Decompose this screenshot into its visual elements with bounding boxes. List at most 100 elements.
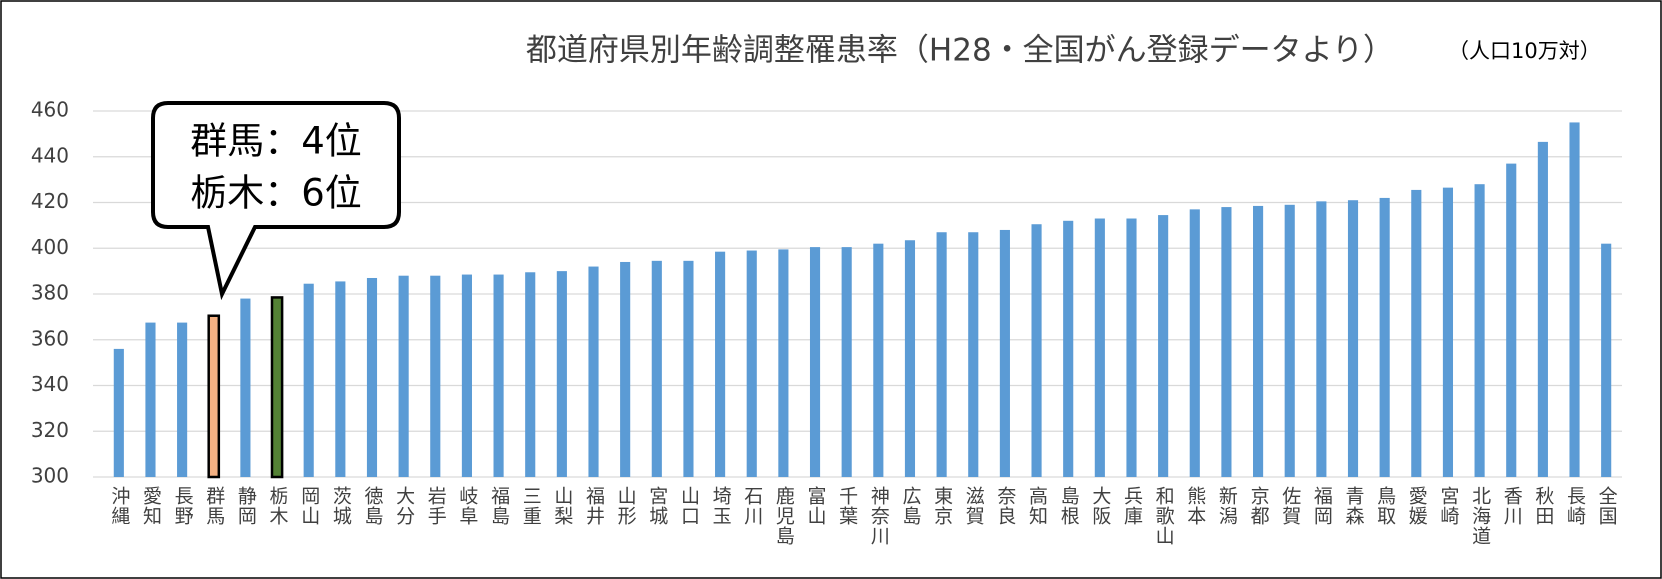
x-tick-label: 富山 <box>805 486 827 526</box>
x-tick-label: 山梨 <box>551 486 573 526</box>
bar <box>1284 204 1295 477</box>
bar <box>1063 220 1074 478</box>
x-tick-label: 佐賀 <box>1279 486 1301 526</box>
y-tick-label: 320 <box>31 418 69 442</box>
y-tick-label: 380 <box>31 281 69 305</box>
x-tick-label: 鳥取 <box>1374 486 1396 526</box>
x-tick-label: 長崎 <box>1564 486 1586 526</box>
bar <box>1537 141 1548 477</box>
x-tick-label: 東京 <box>931 486 953 526</box>
bar <box>1411 189 1422 477</box>
bar <box>1126 218 1137 477</box>
x-tick-label: 群馬 <box>203 486 225 526</box>
x-tick-label: 茨城 <box>330 486 352 526</box>
y-tick-label: 340 <box>31 372 69 396</box>
y-tick-label: 360 <box>31 326 69 350</box>
x-tick-label: 鹿児島 <box>773 486 795 546</box>
bar <box>715 251 726 477</box>
x-tick-label: 兵庫 <box>1121 486 1143 526</box>
y-tick-label: 420 <box>31 189 69 213</box>
x-tick-label: 岐阜 <box>456 486 478 526</box>
bar <box>746 250 757 477</box>
x-tick-label: 滋賀 <box>963 486 985 526</box>
bar <box>1569 122 1580 477</box>
x-tick-label: 静岡 <box>235 486 257 526</box>
x-tick-label: 奈良 <box>994 486 1016 526</box>
x-tick-label: 熊本 <box>1184 486 1206 526</box>
x-tick-label: 石川 <box>741 486 763 526</box>
bar <box>1316 201 1327 477</box>
bar <box>651 260 662 477</box>
x-tick-label: 岡山 <box>298 486 320 526</box>
x-tick-label: 広島 <box>899 486 921 526</box>
x-tick-label: 京都 <box>1248 486 1270 526</box>
y-tick-label: 460 <box>31 98 69 122</box>
x-tick-label: 福岡 <box>1311 486 1333 526</box>
x-tick-label: 栃木 <box>267 486 289 526</box>
bar <box>113 348 124 477</box>
bar <box>1442 187 1454 477</box>
y-tick-label: 300 <box>31 464 69 488</box>
bar <box>1158 215 1169 478</box>
x-tick-label: 秋田 <box>1532 486 1554 526</box>
x-tick-label: 岩手 <box>425 486 447 526</box>
bar <box>873 243 884 477</box>
bar <box>1189 209 1200 478</box>
bar <box>1253 205 1264 477</box>
bar <box>1221 207 1232 477</box>
bar <box>778 249 789 477</box>
x-tick-label: 山形 <box>615 486 637 526</box>
bar <box>1379 197 1390 478</box>
chart-subtitle: （人口10万対） <box>1448 39 1601 63</box>
bar <box>525 272 536 477</box>
bar <box>1601 243 1612 477</box>
bar <box>398 275 409 477</box>
x-tick-label: 千葉 <box>836 486 858 526</box>
x-tick-label: 青森 <box>1343 486 1365 526</box>
x-tick-label: 三重 <box>520 486 542 526</box>
bar <box>240 298 251 477</box>
bar <box>556 271 567 477</box>
bar <box>936 232 947 477</box>
x-tick-label: 和歌山 <box>1153 486 1175 546</box>
bar <box>841 247 852 477</box>
x-tick-label: 山口 <box>678 486 700 526</box>
callout-line: 栃木：6位 <box>190 172 362 215</box>
bar <box>366 277 378 477</box>
x-tick-label: 宮城 <box>646 486 668 526</box>
x-tick-label: 愛媛 <box>1406 486 1428 526</box>
bar <box>335 281 346 477</box>
x-tick-label: 香川 <box>1501 486 1523 526</box>
bar <box>1474 184 1485 477</box>
x-tick-label: 徳島 <box>361 486 383 526</box>
bar <box>1347 200 1359 477</box>
y-tick-label: 400 <box>31 235 69 259</box>
x-tick-label: 新潟 <box>1216 486 1238 526</box>
bar <box>207 314 221 479</box>
bar <box>968 232 979 477</box>
x-tick-label: 高知 <box>1026 486 1048 526</box>
x-tick-label: 沖縄 <box>108 486 130 526</box>
x-tick-label: 埼玉 <box>710 486 732 526</box>
x-tick-label: 全国 <box>1596 486 1618 526</box>
x-tick-label: 大分 <box>393 486 415 526</box>
x-tick-label: 長野 <box>172 486 194 526</box>
bar <box>1094 218 1105 477</box>
bar <box>493 274 504 477</box>
callout <box>151 101 401 301</box>
bar <box>904 240 916 477</box>
bar <box>461 274 472 477</box>
bar <box>683 260 694 477</box>
x-tick-label: 神奈川 <box>868 486 890 546</box>
x-tick-label: 島根 <box>1058 486 1080 526</box>
bar <box>177 322 188 477</box>
bar <box>1031 224 1042 477</box>
bar <box>145 322 156 477</box>
x-tick-label: 北海道 <box>1469 486 1491 546</box>
chart-title: 都道府県別年齢調整罹患率（H28・全国がん登録データより） <box>526 33 1394 69</box>
bar <box>588 266 599 477</box>
y-tick-label: 440 <box>31 143 69 167</box>
bar <box>999 229 1010 477</box>
